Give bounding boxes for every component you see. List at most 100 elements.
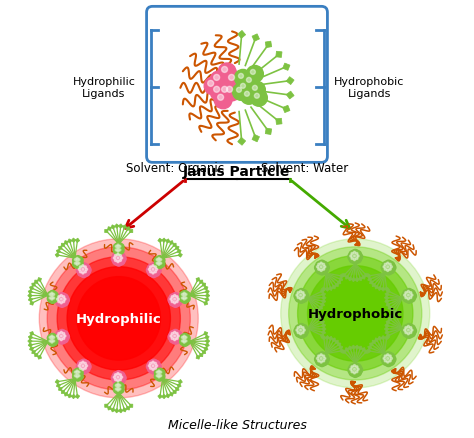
Circle shape [156, 262, 163, 269]
Circle shape [183, 298, 185, 300]
Circle shape [56, 299, 64, 307]
Circle shape [180, 296, 187, 303]
Circle shape [80, 363, 88, 371]
Polygon shape [196, 278, 200, 282]
Circle shape [353, 255, 356, 258]
Circle shape [67, 267, 171, 370]
Circle shape [348, 367, 356, 374]
Circle shape [84, 367, 86, 369]
Circle shape [298, 324, 305, 331]
Circle shape [51, 339, 53, 340]
Circle shape [49, 337, 56, 343]
Circle shape [158, 373, 165, 380]
Circle shape [76, 261, 78, 263]
Circle shape [80, 263, 88, 271]
Circle shape [385, 352, 392, 360]
Circle shape [111, 255, 119, 263]
Circle shape [298, 256, 413, 371]
Circle shape [182, 294, 183, 296]
Circle shape [115, 259, 122, 266]
Circle shape [115, 371, 122, 378]
Circle shape [115, 388, 122, 395]
Circle shape [183, 339, 190, 345]
Polygon shape [252, 35, 259, 42]
Polygon shape [178, 380, 182, 384]
Polygon shape [68, 394, 72, 398]
Polygon shape [204, 332, 208, 336]
Polygon shape [108, 227, 111, 231]
Circle shape [237, 88, 241, 93]
Polygon shape [58, 387, 62, 391]
Polygon shape [313, 313, 318, 317]
Circle shape [64, 335, 66, 337]
Circle shape [175, 333, 183, 341]
Circle shape [300, 330, 308, 337]
Circle shape [214, 92, 232, 110]
Circle shape [119, 249, 121, 251]
Circle shape [403, 325, 410, 332]
Circle shape [115, 249, 122, 256]
Circle shape [63, 333, 65, 335]
Circle shape [172, 293, 179, 300]
Circle shape [389, 264, 391, 266]
Circle shape [64, 298, 66, 300]
Circle shape [58, 293, 66, 300]
Circle shape [85, 365, 88, 367]
Circle shape [351, 253, 353, 255]
Circle shape [390, 357, 392, 360]
Circle shape [316, 353, 323, 361]
Circle shape [76, 370, 78, 372]
Circle shape [300, 326, 301, 328]
Text: Hydrophilic: Hydrophilic [76, 312, 162, 325]
Polygon shape [325, 287, 329, 292]
Circle shape [158, 258, 160, 260]
Circle shape [387, 262, 395, 269]
Circle shape [296, 329, 298, 332]
Circle shape [76, 258, 78, 260]
Circle shape [210, 84, 228, 102]
Polygon shape [384, 336, 389, 340]
Circle shape [318, 360, 320, 362]
Circle shape [302, 327, 304, 329]
Circle shape [228, 75, 235, 81]
Circle shape [73, 370, 80, 377]
Circle shape [117, 254, 119, 256]
Circle shape [183, 296, 190, 303]
Polygon shape [28, 335, 33, 339]
Circle shape [410, 332, 412, 334]
Polygon shape [200, 353, 203, 357]
Circle shape [113, 247, 120, 254]
FancyBboxPatch shape [146, 7, 328, 163]
Polygon shape [366, 274, 371, 279]
Circle shape [316, 267, 323, 274]
Circle shape [113, 244, 120, 251]
Polygon shape [200, 280, 203, 284]
Circle shape [77, 277, 161, 360]
Polygon shape [64, 241, 68, 245]
Polygon shape [321, 293, 326, 297]
Polygon shape [71, 238, 76, 243]
Circle shape [204, 78, 222, 95]
Circle shape [148, 268, 151, 271]
Circle shape [320, 270, 322, 272]
Circle shape [300, 291, 301, 293]
Circle shape [147, 360, 155, 368]
Circle shape [318, 268, 326, 276]
Circle shape [295, 295, 303, 302]
Polygon shape [351, 278, 356, 282]
Circle shape [296, 294, 298, 297]
Polygon shape [37, 278, 42, 282]
Circle shape [294, 293, 301, 300]
Circle shape [170, 298, 172, 300]
Circle shape [76, 373, 78, 375]
Circle shape [76, 373, 83, 380]
Polygon shape [338, 278, 343, 282]
Circle shape [218, 84, 236, 102]
Circle shape [300, 290, 308, 297]
Circle shape [119, 388, 121, 390]
Circle shape [117, 244, 124, 251]
Circle shape [171, 338, 173, 340]
Circle shape [58, 330, 66, 337]
Circle shape [155, 257, 161, 264]
Circle shape [405, 297, 407, 299]
